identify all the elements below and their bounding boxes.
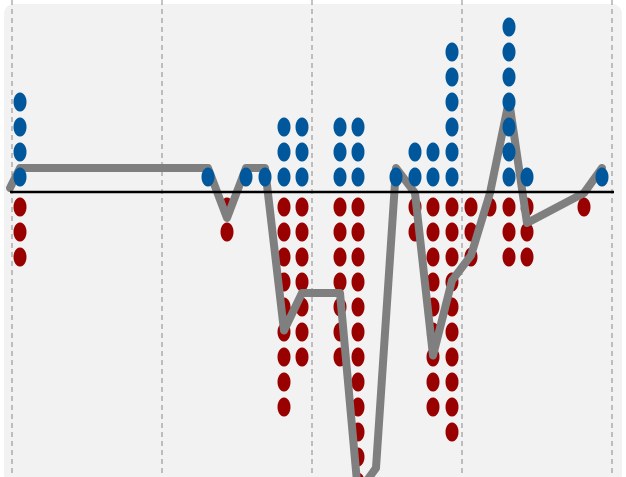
dot-below-0-2 (13, 247, 27, 267)
dot-below-17-0 (577, 197, 591, 217)
dot-below-7-1 (333, 222, 347, 242)
dot-above-15-6 (502, 17, 516, 37)
dot-above-15-5 (502, 42, 516, 62)
dot-below-11-2 (426, 247, 440, 267)
dot-above-0-2 (13, 117, 27, 137)
dot-above-12-1 (445, 142, 459, 162)
dot-above-7-2 (333, 117, 347, 137)
dot-below-8-5 (351, 322, 365, 342)
dot-above-8-1 (351, 142, 365, 162)
dot-above-7-1 (333, 142, 347, 162)
dot-below-12-9 (445, 422, 459, 442)
dot-below-15-2 (502, 247, 516, 267)
dot-below-6-3 (295, 272, 309, 292)
dot-above-5-0 (277, 167, 291, 187)
dot-above-6-0 (295, 167, 309, 187)
dot-below-7-3 (333, 272, 347, 292)
dot-above-8-0 (351, 167, 365, 187)
dot-below-6-0 (295, 197, 309, 217)
dot-above-6-2 (295, 117, 309, 137)
dot-above-10-0 (408, 167, 422, 187)
dot-above-9-0 (389, 167, 403, 187)
dot-above-11-1 (426, 142, 440, 162)
dot-above-15-4 (502, 67, 516, 87)
dot-below-11-3 (426, 272, 440, 292)
dot-below-5-0 (277, 197, 291, 217)
dot-above-18-0 (595, 167, 609, 187)
dot-below-7-0 (333, 197, 347, 217)
dot-above-11-0 (426, 167, 440, 187)
dot-above-7-0 (333, 167, 347, 187)
dot-below-5-8 (277, 397, 291, 417)
dot-below-12-6 (445, 347, 459, 367)
dot-above-15-2 (502, 117, 516, 137)
dot-below-6-1 (295, 222, 309, 242)
dot-above-3-0 (239, 167, 253, 187)
dot-below-0-0 (13, 197, 27, 217)
dot-above-4-0 (258, 167, 272, 187)
dot-below-8-6 (351, 347, 365, 367)
dot-below-11-8 (426, 397, 440, 417)
dot-below-5-1 (277, 222, 291, 242)
dot-below-8-3 (351, 272, 365, 292)
dot-below-11-1 (426, 222, 440, 242)
dot-below-8-4 (351, 297, 365, 317)
dot-below-12-5 (445, 322, 459, 342)
dot-below-11-0 (426, 197, 440, 217)
dot-above-12-2 (445, 117, 459, 137)
dot-below-11-7 (426, 372, 440, 392)
dot-below-8-7 (351, 372, 365, 392)
dot-below-12-0 (445, 197, 459, 217)
series-line (6, 96, 606, 477)
dot-above-0-1 (13, 142, 27, 162)
dot-below-8-8 (351, 397, 365, 417)
dot-below-2-1 (220, 222, 234, 242)
dot-below-15-1 (502, 222, 516, 242)
dot-below-12-2 (445, 247, 459, 267)
dot-below-16-2 (520, 247, 534, 267)
grid-lines (11, 0, 613, 477)
dot-below-7-2 (333, 247, 347, 267)
dot-above-12-0 (445, 167, 459, 187)
dot-below-5-7 (277, 372, 291, 392)
plot-background (4, 4, 622, 477)
dot-below-15-0 (502, 197, 516, 217)
dot-above-12-3 (445, 92, 459, 112)
dot-below-8-1 (351, 222, 365, 242)
dot-below-8-2 (351, 247, 365, 267)
dot-below-13-0 (464, 197, 478, 217)
dot-below-5-2 (277, 247, 291, 267)
dot-above-12-5 (445, 42, 459, 62)
dot-below-6-5 (295, 322, 309, 342)
dot-above-0-0 (13, 167, 27, 187)
dot-below-8-0 (351, 197, 365, 217)
dot-below-12-7 (445, 372, 459, 392)
dot-above-8-2 (351, 117, 365, 137)
dot-below-16-1 (520, 222, 534, 242)
dot-above-15-3 (502, 92, 516, 112)
dot-above-1-0 (201, 167, 215, 187)
dot-above-12-4 (445, 67, 459, 87)
dot-above-5-1 (277, 142, 291, 162)
dot-above-0-3 (13, 92, 27, 112)
dot-below-5-6 (277, 347, 291, 367)
dot-above-15-0 (502, 167, 516, 187)
dot-above-15-1 (502, 142, 516, 162)
dot-above-16-0 (520, 167, 534, 187)
dot-above-5-2 (277, 117, 291, 137)
dot-below-12-1 (445, 222, 459, 242)
dot-above-6-1 (295, 142, 309, 162)
dots-above-group (13, 17, 609, 187)
dot-below-6-2 (295, 247, 309, 267)
dot-below-12-8 (445, 397, 459, 417)
dot-above-10-1 (408, 142, 422, 162)
dot-below-0-1 (13, 222, 27, 242)
dot-below-6-6 (295, 347, 309, 367)
